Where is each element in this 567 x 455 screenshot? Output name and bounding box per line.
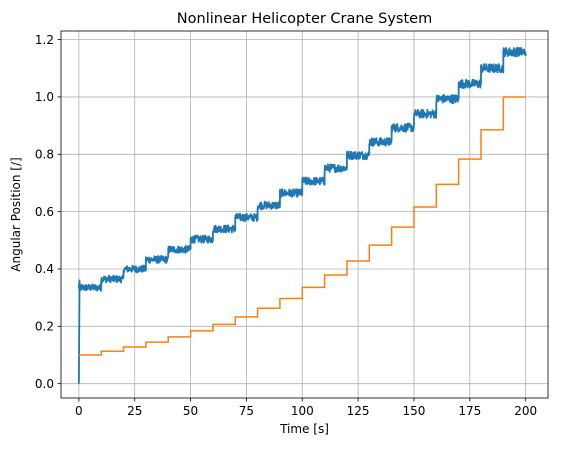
x-tick-label: 100 [291, 404, 314, 418]
y-tick-label: 0.2 [35, 320, 54, 334]
x-tick-label: 25 [127, 404, 142, 418]
y-tick-label: 0.6 [35, 205, 54, 219]
x-axis-label: Time [s] [279, 422, 329, 436]
x-tick-label: 200 [514, 404, 537, 418]
y-tick-label: 0.0 [35, 377, 54, 391]
y-tick-label: 1.2 [35, 33, 54, 47]
x-tick-label: 75 [239, 404, 254, 418]
x-tick-label: 175 [458, 404, 481, 418]
x-tick-label: 0 [75, 404, 83, 418]
y-tick-label: 0.8 [35, 147, 54, 161]
ticks: 0 25 50 75 100 125 150 175 200 0.0 0.2 0.4 0.6 0.8 1.0… [35, 33, 537, 418]
series-layer [77, 46, 527, 384]
y-axis-label: Angular Position [/] [9, 157, 23, 271]
chart-title: Nonlinear Helicopter Crane System [177, 11, 432, 27]
response-noisy-line [77, 46, 527, 384]
plot-frame [60, 30, 549, 399]
x-tick-label: 125 [347, 404, 370, 418]
y-tick-label: 1.0 [35, 90, 54, 104]
reference-staircase-line [78, 96, 526, 356]
x-tick-label: 50 [183, 404, 198, 418]
x-tick-label: 150 [403, 404, 426, 418]
y-tick-label: 0.4 [35, 262, 54, 276]
